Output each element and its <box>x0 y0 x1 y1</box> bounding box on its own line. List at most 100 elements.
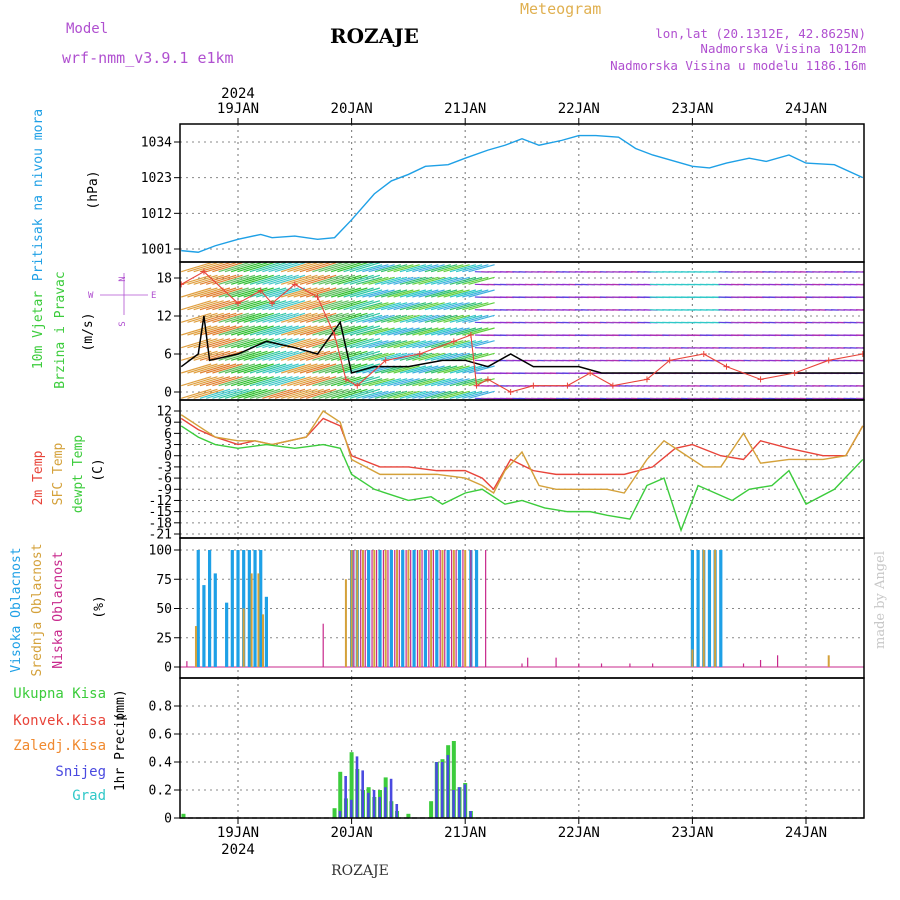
top-day-20JAN: 20JAN <box>331 101 373 117</box>
wind-arrow <box>412 365 439 374</box>
wind-arrow <box>262 376 293 387</box>
gust-marker <box>180 281 185 288</box>
low_cloud-bar <box>394 550 396 667</box>
wind-arrow <box>193 376 224 387</box>
wind-arrow <box>349 262 381 273</box>
low_cloud-bar <box>364 550 366 667</box>
wind-arrow <box>330 262 362 273</box>
wind-arrow <box>399 302 427 311</box>
wind-arrow <box>462 289 489 298</box>
wind-arrow <box>355 264 383 273</box>
low_cloud-bar <box>450 550 453 667</box>
wind-arrow <box>193 312 224 323</box>
wind-arrow <box>268 325 299 336</box>
wind-arrow <box>393 302 420 311</box>
wind-arrow <box>280 350 312 361</box>
high_cloud-bar <box>208 550 212 667</box>
wind-arrow <box>399 314 427 323</box>
wind-arrow <box>380 327 408 336</box>
wind-arrow <box>455 365 483 374</box>
wind-arrow <box>249 300 281 311</box>
gust-marker <box>416 351 423 357</box>
ytick-label: 0.6 <box>149 728 172 743</box>
wind-arrow <box>412 314 439 323</box>
wind-arrow <box>449 378 477 387</box>
wind-arrow <box>330 388 362 399</box>
wind-arrow <box>443 314 470 323</box>
mid_cloud-bar <box>714 550 717 667</box>
wind-arrow <box>193 274 224 285</box>
legend-hail: Grad <box>72 788 106 804</box>
wind-arrow <box>206 350 237 361</box>
wind-arrow <box>181 376 212 387</box>
wind-arrow <box>312 338 343 349</box>
wind-arrow <box>380 264 408 273</box>
high_cloud-bar <box>196 550 200 667</box>
low_cloud-bar <box>777 655 779 667</box>
wind-arrow <box>399 289 427 298</box>
wind-arrow <box>462 327 489 336</box>
wind-arrow <box>355 327 383 336</box>
wind-arrow <box>399 276 427 285</box>
wind-arrow <box>218 262 249 273</box>
bottom-day-19JAN: 19JAN <box>217 825 259 841</box>
wind-arrow <box>455 314 483 323</box>
wind-arrow <box>187 300 218 311</box>
wind-arrow <box>418 276 445 285</box>
wind-arrow <box>243 287 274 298</box>
wind-arrow <box>349 338 381 349</box>
wind-arrow <box>349 350 381 361</box>
ytick-label: -18 <box>149 516 172 531</box>
ytick-label: 6 <box>164 427 172 442</box>
wind-arrow <box>337 287 368 298</box>
wind-arrow <box>287 376 318 387</box>
ytick-label: 0.4 <box>149 756 173 771</box>
wind-arrow <box>237 325 268 336</box>
wind-arrow <box>405 314 433 323</box>
gust-marker <box>473 382 480 389</box>
ytick-label: 25 <box>156 631 172 646</box>
gust-marker <box>269 300 276 307</box>
wind-arrow <box>449 314 477 323</box>
wind-arrow <box>462 378 489 387</box>
bottom-day-20JAN: 20JAN <box>331 825 373 841</box>
wind-arrow <box>455 378 483 387</box>
wind-key-south: S <box>118 321 128 326</box>
low_cloud-bar <box>410 550 412 667</box>
high-cloud-ylabel: Visoka Oblacnost <box>9 547 24 672</box>
wind-arrow <box>393 314 420 323</box>
bottom-day-21JAN: 21JAN <box>444 825 486 841</box>
top-day-labels: 19JAN 20JAN 21JAN 22JAN 23JAN 24JAN <box>217 101 827 124</box>
wind-arrow <box>318 262 349 273</box>
wind-arrow <box>212 388 243 399</box>
total_precip-bar <box>429 801 434 818</box>
wind-arrow <box>218 287 249 298</box>
wind-arrow <box>393 378 420 387</box>
wind-arrow <box>193 388 224 399</box>
wind-arrow <box>268 363 299 374</box>
gust-marker <box>859 351 864 357</box>
elevation-text: Nadmorska Visina 1012m <box>700 41 866 56</box>
high_cloud-bar <box>225 602 229 667</box>
wind-arrow <box>312 300 343 311</box>
wind-arrow <box>237 338 268 349</box>
wind-arrow <box>443 327 470 336</box>
low_cloud-bar <box>322 623 324 667</box>
wind-arrow <box>287 274 318 285</box>
wind-arrow <box>262 388 293 399</box>
wind-arrow <box>305 376 337 387</box>
snow-bar <box>435 762 438 818</box>
wind-arrow <box>455 352 483 361</box>
wind-arrow <box>318 376 349 387</box>
wind-arrow <box>387 276 414 285</box>
wind-arrow <box>287 388 318 399</box>
wind-arrow <box>274 363 306 374</box>
wind-arrow <box>343 325 374 336</box>
wind-arrow <box>405 378 433 387</box>
wind-arrow <box>462 276 489 285</box>
wind-arrow <box>468 340 495 349</box>
wind-arrow <box>330 350 362 361</box>
wind-arrow <box>462 365 489 374</box>
wind-arrow <box>181 312 212 323</box>
bottom-day-23JAN: 23JAN <box>671 825 713 841</box>
